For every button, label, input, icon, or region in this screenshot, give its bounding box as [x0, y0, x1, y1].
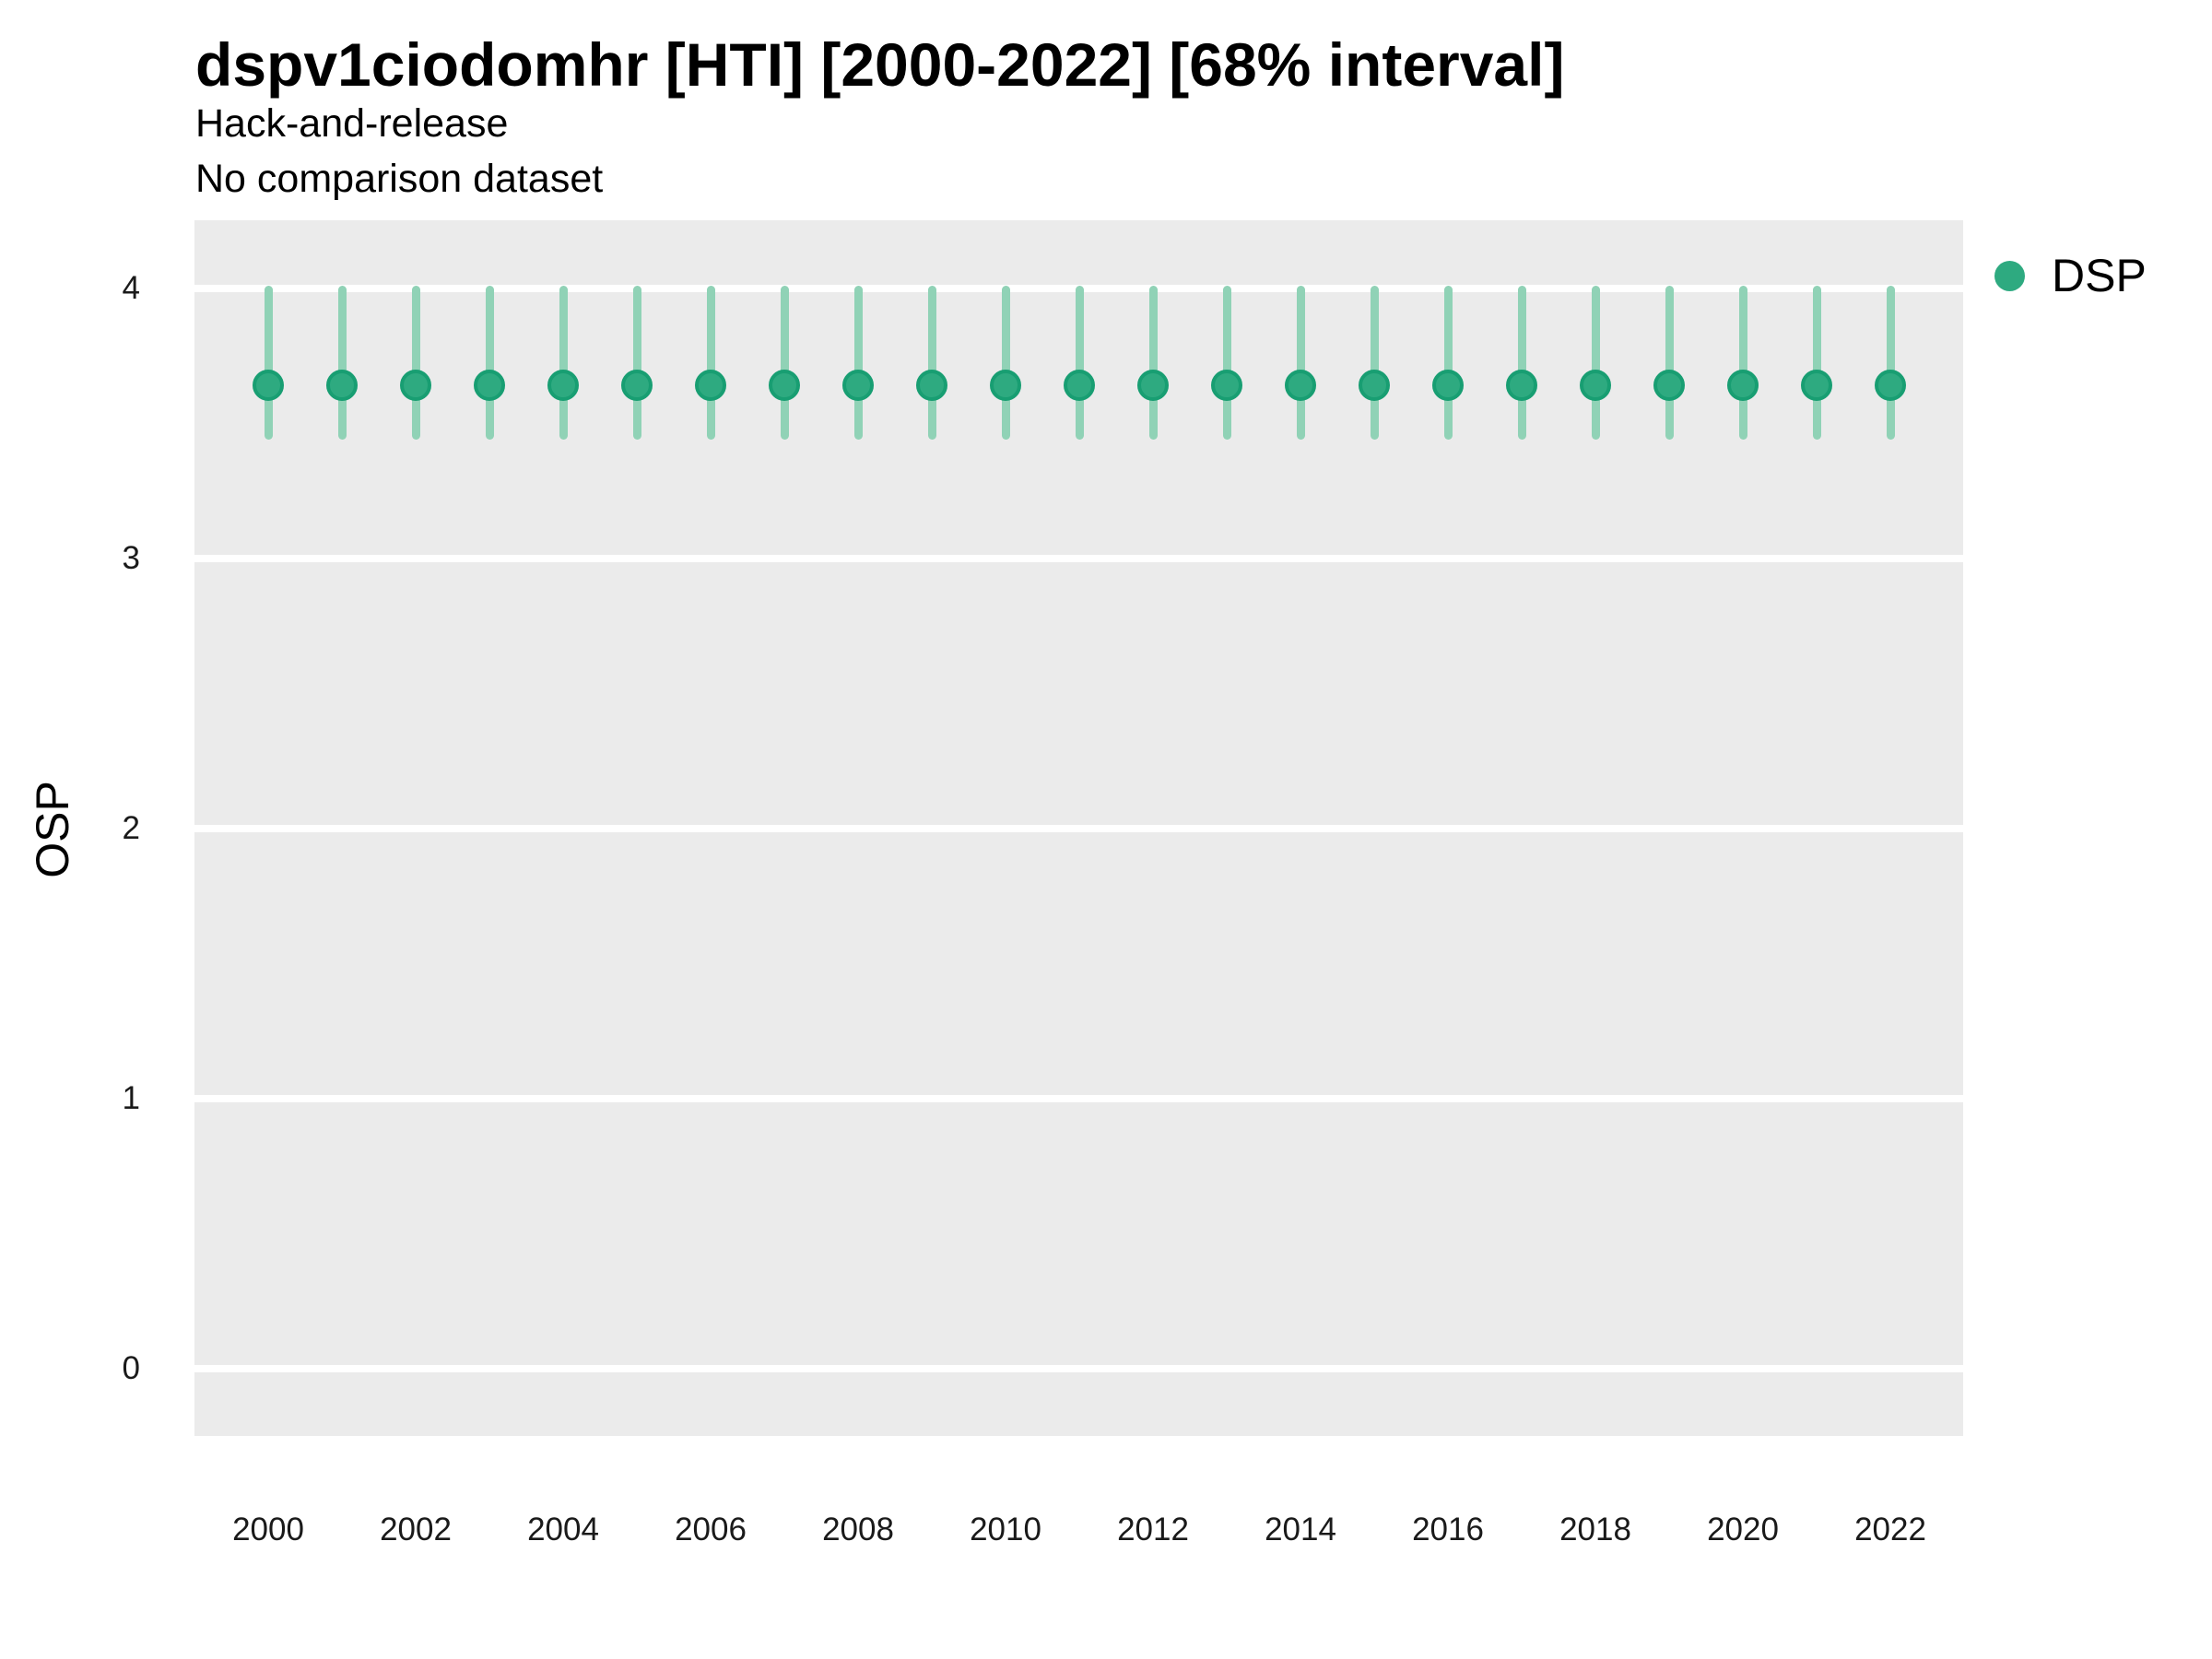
x-tick-label-2002: 2002: [380, 1512, 452, 1547]
x-tick-label-2000: 2000: [232, 1512, 304, 1547]
interval-bar-2009: [927, 286, 936, 441]
legend-key-dot: [1994, 260, 2025, 291]
gridline-y-1: [194, 1095, 1963, 1102]
interval-bar-2011: [1075, 286, 1084, 441]
data-point-2015: [1359, 370, 1390, 402]
data-point-2012: [1137, 370, 1169, 402]
data-point-2008: [842, 370, 874, 402]
data-point-2004: [547, 370, 579, 402]
x-tick-label-2020: 2020: [1707, 1512, 1779, 1547]
gridline-y-3: [194, 555, 1963, 562]
interval-bar-2006: [706, 286, 715, 441]
interval-bar-2001: [337, 286, 347, 441]
interval-bar-2018: [1591, 286, 1600, 441]
data-point-2018: [1580, 370, 1611, 402]
interval-bar-2013: [1222, 286, 1231, 441]
data-point-2002: [400, 370, 431, 402]
data-point-2003: [474, 370, 505, 402]
interval-bar-2000: [264, 286, 273, 441]
x-tick-label-2010: 2010: [970, 1512, 1041, 1547]
data-point-2021: [1801, 370, 1832, 402]
interval-bar-2010: [1001, 286, 1010, 441]
interval-bar-2019: [1665, 286, 1674, 441]
interval-bar-2014: [1296, 286, 1305, 441]
data-point-2011: [1064, 370, 1095, 402]
interval-bar-2016: [1443, 286, 1453, 441]
x-tick-label-2016: 2016: [1412, 1512, 1484, 1547]
data-point-2013: [1211, 370, 1242, 402]
data-point-2014: [1285, 370, 1316, 402]
gridline-y-0: [194, 1365, 1963, 1372]
x-tick-label-2018: 2018: [1559, 1512, 1631, 1547]
data-point-2007: [769, 370, 800, 402]
interval-bar-2004: [559, 286, 568, 441]
data-point-2019: [1653, 370, 1685, 402]
gridline-y-2: [194, 825, 1963, 832]
interval-bar-2020: [1738, 286, 1747, 441]
chart-subtitle: Hack-and-release: [195, 101, 509, 146]
data-point-2017: [1506, 370, 1537, 402]
interval-bar-2021: [1812, 286, 1821, 441]
data-point-2009: [916, 370, 947, 402]
y-tick-label-0: 0: [122, 1350, 140, 1386]
data-point-2022: [1875, 370, 1906, 402]
x-tick-label-2006: 2006: [675, 1512, 747, 1547]
data-point-2006: [695, 370, 726, 402]
interval-bar-2017: [1517, 286, 1526, 441]
legend-label: DSP: [2052, 250, 2147, 301]
interval-bar-2022: [1886, 286, 1895, 441]
y-tick-label-2: 2: [122, 810, 140, 846]
legend: DSP: [1994, 253, 2147, 299]
interval-bar-2003: [485, 286, 494, 441]
y-tick-label-4: 4: [122, 270, 140, 306]
y-tick-label-1: 1: [122, 1080, 140, 1116]
data-point-2005: [621, 370, 653, 402]
interval-bar-2007: [780, 286, 789, 441]
interval-bar-2015: [1370, 286, 1379, 441]
data-point-2016: [1432, 370, 1464, 402]
x-tick-label-2012: 2012: [1117, 1512, 1189, 1547]
data-point-2010: [990, 370, 1021, 402]
plot-panel: [194, 220, 1963, 1436]
data-point-2000: [253, 370, 284, 402]
interval-bar-2012: [1148, 286, 1158, 441]
chart-note: No comparison dataset: [195, 157, 604, 201]
chart-title: dspv1ciodomhr [HTI] [2000-2022] [68% int…: [195, 30, 1565, 99]
data-point-2020: [1727, 370, 1759, 402]
data-point-2001: [326, 370, 358, 402]
interval-bar-2008: [853, 286, 863, 441]
x-tick-label-2022: 2022: [1854, 1512, 1926, 1547]
interval-bar-2002: [411, 286, 420, 441]
x-tick-label-2014: 2014: [1265, 1512, 1336, 1547]
y-tick-label-3: 3: [122, 540, 140, 576]
x-tick-label-2004: 2004: [527, 1512, 599, 1547]
interval-bar-2005: [632, 286, 641, 441]
x-tick-label-2008: 2008: [822, 1512, 894, 1547]
